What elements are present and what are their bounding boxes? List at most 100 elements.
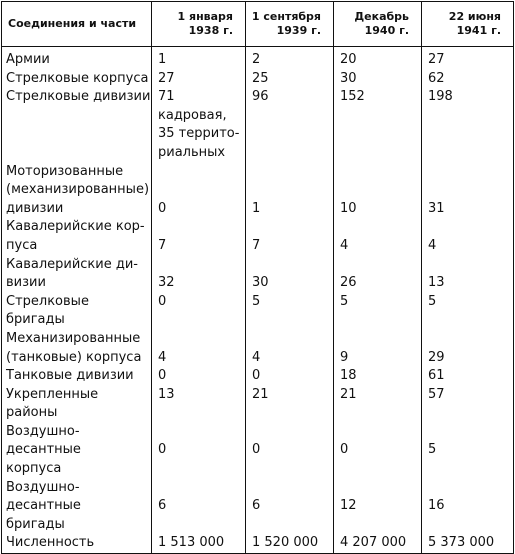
column-header-date-3: Декабрь 1940 г. — [333, 1, 422, 47]
cell-text: 5 — [252, 293, 261, 309]
cell-text: 27 — [158, 70, 175, 86]
table-row: Кавалерийские кор-пуса 7 7 4 4 — [1, 218, 514, 256]
row-label: Стрелковые дивизии — [1, 88, 152, 163]
row-label-line: корпуса — [6, 461, 62, 477]
column-header-units: Соединения и части — [1, 1, 152, 47]
cell-value: 13 — [151, 385, 246, 423]
table-header-row: Соединения и части 1 января 1938 г. 1 сентя… — [1, 1, 514, 47]
row-label-line: Моторизованные — [6, 163, 124, 179]
cell-value: 9 — [333, 329, 422, 368]
cell-text: 0 — [252, 442, 261, 458]
row-label: Стрелковые корпуса — [1, 69, 152, 89]
row-label: Механизированные (танковые) корпуса — [1, 329, 152, 368]
row-label-line: бригады — [6, 516, 65, 532]
cell-text: 16 — [428, 498, 445, 514]
cell-value: 0 — [333, 422, 422, 479]
cell-text: 1 — [252, 200, 261, 216]
cell-text: 0 — [158, 200, 167, 216]
cell-value: 6 — [245, 478, 334, 535]
cell-value: 0 — [245, 367, 334, 386]
cell-text: 32 — [158, 275, 175, 291]
cell-text: 5 — [428, 293, 437, 309]
row-label-line: Танковые дивизии — [6, 368, 134, 384]
cell-value: 4 — [151, 329, 246, 368]
cell-value: 4 207 000 — [333, 534, 422, 554]
header-line: 1938 г. — [188, 24, 233, 37]
row-label-line: Кавалерийские кор- — [6, 219, 145, 235]
row-label-line: пуса — [6, 237, 38, 253]
cell-value: 198 — [421, 88, 514, 163]
cell-value: 32 — [151, 255, 246, 293]
row-label-line: Механизированные — [6, 330, 141, 346]
cell-text: 6 — [158, 498, 167, 514]
cell-value: 12 — [333, 478, 422, 535]
row-label-line: (танковые) корпуса — [6, 349, 142, 365]
row-label-line: Воздушно-десантные — [6, 423, 81, 458]
cell-text: 71 кадровая, 35 террито- риальных — [158, 89, 240, 160]
cell-text: 1 513 000 — [158, 535, 225, 551]
cell-text: 62 — [428, 70, 445, 86]
cell-text: 152 — [340, 89, 365, 105]
header-line: 1 сентября — [251, 10, 321, 23]
cell-text: 12 — [340, 498, 357, 514]
cell-value: 0 — [151, 292, 246, 330]
cell-value: 4 — [333, 218, 422, 256]
cell-text: 13 — [428, 275, 445, 291]
cell-text: 5 373 000 — [428, 535, 495, 551]
cell-text: 0 — [252, 368, 261, 384]
cell-value: 57 — [421, 385, 514, 423]
cell-text: 0 — [158, 368, 167, 384]
header-line: Соединения и части — [8, 17, 137, 30]
cell-value: 21 — [245, 385, 334, 423]
table-row: Кавалерийские ди-визии 32 30 26 13 — [1, 255, 514, 293]
header-line: 1940 г. — [364, 24, 409, 37]
cell-text: 29 — [428, 349, 445, 365]
table-body: Армии 1 2 20 27 Стрелковые корпуса 27 25 30 62 Ст… — [1, 46, 514, 554]
cell-text: 4 — [158, 349, 167, 365]
cell-value: 71 кадровая, 35 террито- риальных — [151, 88, 246, 163]
cell-value: 1 520 000 — [245, 534, 334, 554]
cell-text: 0 — [158, 442, 167, 458]
cell-text: 13 — [158, 386, 175, 402]
table-row: Стрелковые бригады 0 5 5 5 — [1, 292, 514, 330]
cell-text: 9 — [340, 349, 349, 365]
cell-text: 4 — [252, 349, 261, 365]
cell-value: 5 — [421, 422, 514, 479]
row-label: Кавалерийские ди-визии — [1, 255, 152, 293]
cell-value: 4 — [421, 218, 514, 256]
cell-value: 29 — [421, 329, 514, 368]
cell-value: 4 — [245, 329, 334, 368]
cell-value: 30 — [333, 69, 422, 89]
table-row: Стрелковые дивизии 71 кадровая, 35 террит… — [1, 88, 514, 163]
table-row: Механизированные (танковые) корпуса 4 4 9 29 — [1, 329, 514, 368]
cell-value: 0 — [151, 162, 246, 219]
row-label: Стрелковые бригады — [1, 292, 152, 330]
cell-text: 30 — [340, 70, 357, 86]
cell-value: 1 — [151, 46, 246, 70]
cell-value: 1 — [245, 162, 334, 219]
header-line: 1939 г. — [276, 24, 321, 37]
cell-value: 7 — [151, 218, 246, 256]
cell-value: 2 — [245, 46, 334, 70]
cell-value: 7 — [245, 218, 334, 256]
cell-text: 5 — [428, 442, 437, 458]
table-row: Укрепленные районы 13 21 21 57 — [1, 385, 514, 423]
cell-value: 61 — [421, 367, 514, 386]
row-label-line: Воздушно-десантные — [6, 479, 81, 514]
row-label-line: Кавалерийские ди- — [6, 256, 138, 272]
row-label-line: Укрепленные районы — [6, 386, 99, 421]
header-line: 1 января — [177, 10, 233, 23]
cell-text: 18 — [340, 368, 357, 384]
cell-value: 152 — [333, 88, 422, 163]
cell-text: 10 — [340, 200, 357, 216]
row-label-line: Численность — [6, 535, 95, 551]
cell-value: 27 — [151, 69, 246, 89]
cell-text: 5 — [340, 293, 349, 309]
cell-value: 26 — [333, 255, 422, 293]
column-header-date-1: 1 января 1938 г. — [151, 1, 246, 47]
column-header-date-2: 1 сентября 1939 г. — [245, 1, 334, 47]
cell-text: 21 — [340, 386, 357, 402]
cell-text: 27 — [428, 52, 445, 67]
cell-value: 25 — [245, 69, 334, 89]
row-label-line: Стрелковые бригады — [6, 293, 89, 328]
